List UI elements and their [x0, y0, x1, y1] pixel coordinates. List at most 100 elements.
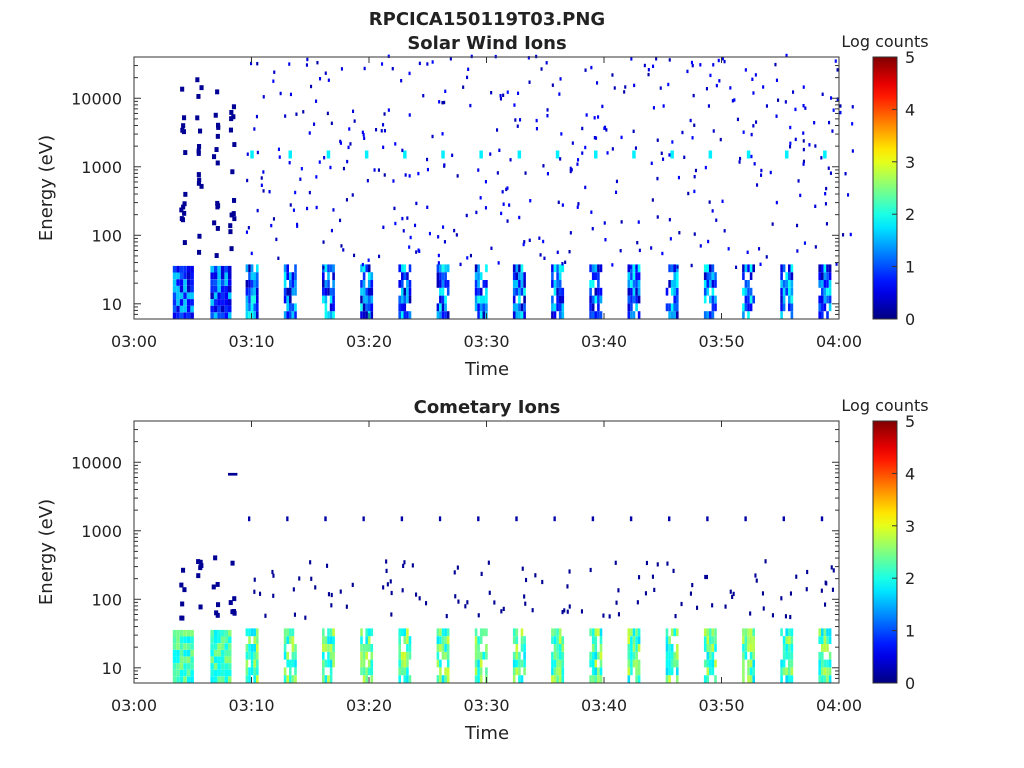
heatmap-cell [627, 272, 631, 280]
heatmap-cell [823, 264, 827, 273]
heatmap-cell [256, 659, 259, 668]
heatmap-cell [823, 150, 827, 159]
heatmap-cell [823, 644, 827, 652]
heatmap-cell [288, 161, 291, 165]
heatmap-cell [780, 264, 783, 273]
heatmap-cell [442, 225, 445, 229]
heatmap-cell [232, 198, 237, 203]
heatmap-cell [686, 69, 689, 74]
heatmap-cell [785, 675, 788, 683]
heatmap-cell [365, 636, 368, 644]
heatmap-cell [441, 280, 445, 288]
heatmap-cell [627, 659, 631, 668]
heatmap-cell [224, 636, 228, 644]
heatmap-cell [668, 636, 671, 644]
heatmap-cell [591, 651, 595, 660]
heatmap-cell [210, 656, 214, 663]
heatmap-cell [485, 280, 488, 288]
x-tick-label: 03:40 [581, 696, 627, 715]
heatmap-cell [215, 204, 220, 210]
heatmap-cell [703, 636, 707, 644]
heatmap-cell [466, 256, 469, 260]
heatmap-cell [821, 287, 824, 296]
heatmap-cell [453, 570, 456, 575]
heatmap-cell [365, 295, 368, 304]
heatmap-cell [210, 292, 214, 299]
heatmap-cell [186, 312, 191, 319]
heatmap-cell [248, 667, 251, 676]
heatmap-cell [283, 311, 287, 319]
heatmap-cell [436, 628, 440, 637]
heatmap-cell [670, 287, 674, 296]
heatmap-cell [409, 235, 412, 240]
heatmap-cell [441, 628, 445, 637]
heatmap-cell [553, 628, 557, 637]
heatmap-cell [632, 287, 636, 296]
heatmap-cell [324, 280, 328, 288]
heatmap-cell [327, 675, 330, 683]
heatmap-cell [228, 305, 232, 313]
heatmap-cell [229, 116, 234, 122]
heatmap-cell [670, 150, 674, 159]
heatmap-cell [283, 675, 287, 683]
heatmap-cell [215, 612, 220, 618]
heatmap-cell [676, 272, 679, 280]
heatmap-cell [594, 150, 598, 159]
heatmap-cell [611, 263, 614, 267]
heatmap-cell [744, 628, 748, 637]
heatmap-cell [693, 123, 696, 127]
heatmap-cell [329, 644, 333, 652]
heatmap-cell [246, 152, 249, 156]
heatmap-cell [446, 280, 450, 288]
heatmap-cell [744, 280, 748, 288]
heatmap-cell [441, 651, 445, 660]
heatmap-cell [180, 86, 185, 92]
y-axis-label: Energy (eV) [36, 135, 57, 241]
heatmap-cell [589, 295, 592, 304]
heatmap-cell [273, 70, 276, 74]
heatmap-cell [283, 280, 287, 288]
heatmap-cell [790, 644, 794, 652]
colorbar-gradient [872, 420, 898, 684]
heatmap-cell [256, 287, 259, 296]
heatmap-cell [711, 667, 715, 676]
heatmap-cell [262, 170, 265, 174]
heatmap-cell [637, 675, 641, 683]
heatmap-cell [370, 644, 374, 652]
heatmap-cell [493, 600, 496, 605]
heatmap-cell [797, 179, 800, 183]
heatmap-cell [245, 280, 249, 288]
heatmap-cell [300, 167, 303, 171]
heatmap-cell [559, 157, 562, 161]
heatmap-cell [750, 132, 753, 137]
heatmap-cell [436, 644, 440, 652]
heatmap-cell [474, 644, 478, 652]
heatmap-cell [332, 659, 335, 668]
heatmap-cell [324, 675, 328, 683]
heatmap-cell [747, 295, 750, 304]
heatmap-cell [670, 651, 674, 660]
heatmap-cell [220, 663, 225, 670]
heatmap-cell [319, 77, 322, 81]
heatmap-cell [668, 667, 671, 676]
colorbar-tick-label: 3 [905, 153, 915, 172]
heatmap-cell [308, 131, 311, 135]
heatmap-cell [224, 649, 228, 657]
heatmap-cell [214, 147, 219, 152]
heatmap-cell [668, 303, 671, 312]
heatmap-cell [752, 667, 755, 676]
heatmap-cell [665, 675, 669, 683]
heatmap-cell [362, 311, 366, 319]
heatmap-cell [828, 636, 832, 644]
heatmap-cell [172, 636, 177, 644]
heatmap-cell [744, 264, 748, 273]
heatmap-cell [780, 303, 783, 312]
heatmap-cell [250, 251, 253, 256]
heatmap-cell [580, 609, 583, 614]
heatmap-cell [627, 280, 631, 288]
heatmap-cell [643, 63, 646, 68]
heatmap-cell [408, 113, 411, 117]
heatmap-cell [377, 168, 380, 172]
heatmap-cell [782, 659, 786, 668]
heatmap-cell [785, 53, 788, 58]
